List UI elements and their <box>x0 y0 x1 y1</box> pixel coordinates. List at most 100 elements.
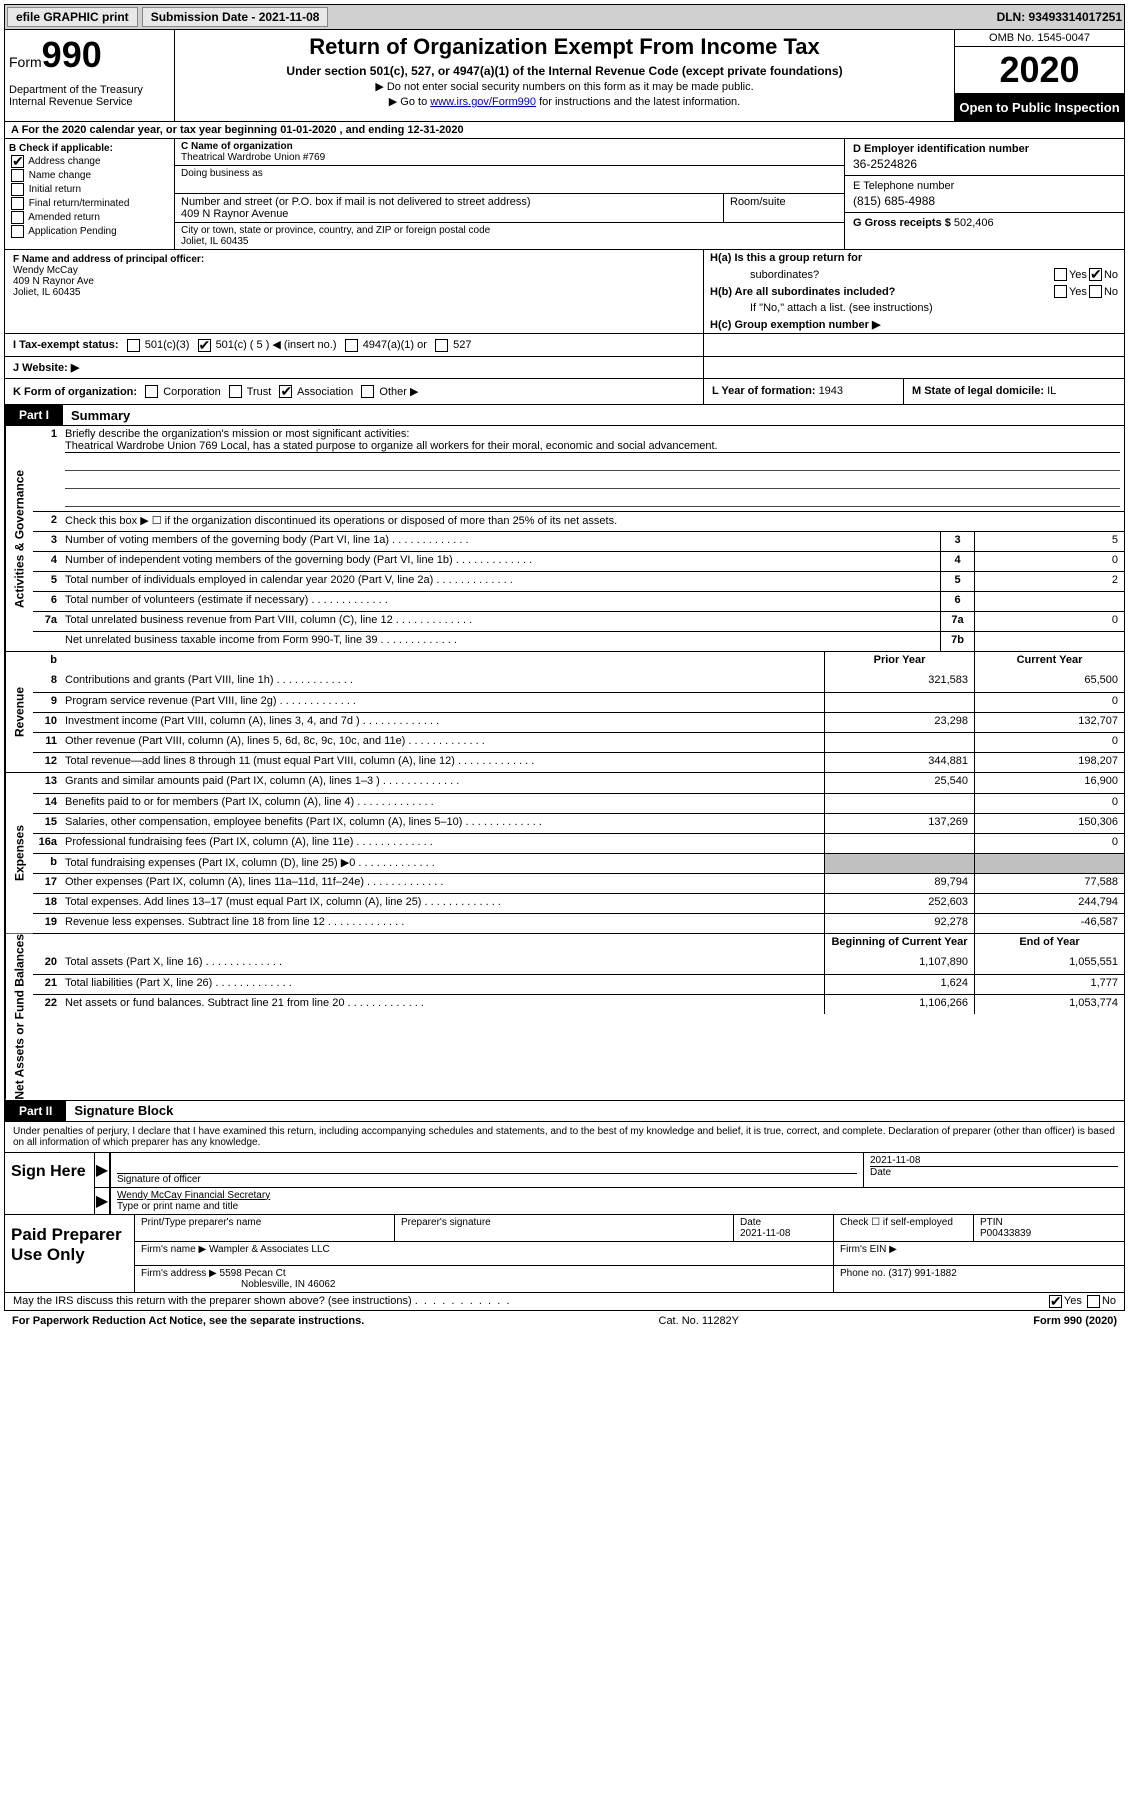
row-j: J Website: ▶ <box>4 357 1125 379</box>
efile-print-button[interactable]: efile GRAPHIC print <box>7 7 138 27</box>
expenses-section: Expenses 13Grants and similar amounts pa… <box>4 773 1125 934</box>
hb-yes-checkbox[interactable] <box>1054 285 1067 298</box>
address-change-checkbox[interactable] <box>11 155 24 168</box>
discuss-no-checkbox[interactable] <box>1087 1295 1100 1308</box>
public-inspection: Open to Public Inspection <box>955 94 1124 121</box>
section-f: F Name and address of principal officer:… <box>5 250 704 333</box>
501c-checkbox[interactable] <box>198 339 211 352</box>
form-org-label: K Form of organization: <box>13 386 137 398</box>
trust-checkbox[interactable] <box>229 385 242 398</box>
sign-here-label: Sign Here <box>5 1153 95 1214</box>
501c3-checkbox[interactable] <box>127 339 140 352</box>
room-label: Room/suite <box>724 194 844 222</box>
application-pending-checkbox[interactable] <box>11 225 24 238</box>
netassets-section: Net Assets or Fund Balances Beginning of… <box>4 934 1125 1101</box>
sig-date-label: Date <box>870 1166 1118 1178</box>
summary-line: 10Investment income (Part VIII, column (… <box>33 712 1124 732</box>
summary-line: 11Other revenue (Part VIII, column (A), … <box>33 732 1124 752</box>
ha-no-checkbox[interactable] <box>1089 268 1102 281</box>
ptin-value: P00433839 <box>980 1228 1031 1239</box>
4947-checkbox[interactable] <box>345 339 358 352</box>
trust-label: Trust <box>247 386 272 398</box>
summary-line: 18Total expenses. Add lines 13–17 (must … <box>33 893 1124 913</box>
discuss-yes-checkbox[interactable] <box>1049 1295 1062 1308</box>
part1-header: Part I <box>5 405 63 425</box>
part2-header: Part II <box>5 1101 66 1121</box>
expenses-label: Expenses <box>5 773 33 933</box>
summary-line: 12Total revenue—add lines 8 through 11 (… <box>33 752 1124 772</box>
prep-sig-label: Preparer's signature <box>395 1215 734 1241</box>
discuss-label: May the IRS discuss this return with the… <box>13 1295 412 1308</box>
summary-line: 16aProfessional fundraising fees (Part I… <box>33 833 1124 853</box>
revenue-label: Revenue <box>5 652 33 772</box>
submission-date-button[interactable]: Submission Date - 2021-11-08 <box>142 7 329 27</box>
firm-addr-label: Firm's address ▶ <box>141 1268 220 1279</box>
prep-print-label: Print/Type preparer's name <box>135 1215 395 1241</box>
name-change-checkbox[interactable] <box>11 169 24 182</box>
phone-value: (815) 685-4988 <box>853 194 1116 208</box>
section-b: B Check if applicable: Address change Na… <box>5 139 175 249</box>
line7b: Net unrelated business taxable income fr… <box>61 632 940 651</box>
netassets-label: Net Assets or Fund Balances <box>5 934 33 1100</box>
row-k: K Form of organization: Corporation Trus… <box>4 379 1125 406</box>
line6-val <box>974 592 1124 611</box>
firm-name-label: Firm's name ▶ <box>141 1244 209 1255</box>
current-year-header: Current Year <box>974 652 1124 672</box>
527-label: 527 <box>453 339 471 351</box>
form-word: Form <box>9 54 42 70</box>
governance-section: Activities & Governance 1 Briefly descri… <box>4 426 1125 652</box>
other-checkbox[interactable] <box>361 385 374 398</box>
hc-label: H(c) Group exemption number ▶ <box>710 319 880 331</box>
line1-label: Briefly describe the organization's miss… <box>65 428 409 440</box>
section-fh: F Name and address of principal officer:… <box>4 250 1125 334</box>
ha-yes-checkbox[interactable] <box>1054 268 1067 281</box>
sig-date: 2021-11-08 <box>870 1155 1118 1166</box>
final-return-checkbox[interactable] <box>11 197 24 210</box>
summary-line: 20Total assets (Part X, line 16)1,107,89… <box>33 954 1124 974</box>
4947-label: 4947(a)(1) or <box>363 339 427 351</box>
ha-sub: subordinates? <box>710 269 1052 281</box>
sig-officer-label: Signature of officer <box>117 1173 857 1185</box>
ein-label: D Employer identification number <box>853 143 1116 155</box>
section-c: C Name of organization Theatrical Wardro… <box>175 139 844 249</box>
assoc-label: Association <box>297 386 353 398</box>
summary-line: 13Grants and similar amounts paid (Part … <box>33 773 1124 793</box>
ein-value: 36-2524826 <box>853 157 1116 171</box>
initial-return-checkbox[interactable] <box>11 183 24 196</box>
line2: Check this box ▶ ☐ if the organization d… <box>61 512 1124 531</box>
line7a: Total unrelated business revenue from Pa… <box>61 612 940 631</box>
line6: Total number of volunteers (estimate if … <box>61 592 940 611</box>
line7b-val <box>974 632 1124 651</box>
firm-city: Noblesville, IN 46062 <box>141 1279 336 1290</box>
line3-val: 5 <box>974 532 1124 551</box>
initial-return-label: Initial return <box>29 184 81 195</box>
assoc-checkbox[interactable] <box>279 385 292 398</box>
part2-title: Signature Block <box>66 1103 173 1118</box>
part1-header-row: Part I Summary <box>4 405 1125 426</box>
row-a-tax-year: A For the 2020 calendar year, or tax yea… <box>4 122 1125 139</box>
year-formation-value: 1943 <box>819 385 843 397</box>
corp-checkbox[interactable] <box>145 385 158 398</box>
phone-label: E Telephone number <box>853 180 1116 192</box>
revenue-section: Revenue bPrior YearCurrent Year 8Contrib… <box>4 652 1125 773</box>
part2-header-row: Part II Signature Block <box>4 1101 1125 1122</box>
paid-preparer-label: Paid Preparer Use Only <box>5 1215 135 1292</box>
527-checkbox[interactable] <box>435 339 448 352</box>
summary-line: 19Revenue less expenses. Subtract line 1… <box>33 913 1124 933</box>
firm-addr: 5598 Pecan Ct <box>220 1268 286 1279</box>
instruction-2: ▶ Go to www.irs.gov/Form990 for instruct… <box>185 95 944 108</box>
city-label: City or town, state or province, country… <box>181 225 838 236</box>
instr2-pre: ▶ Go to <box>389 96 430 108</box>
paid-preparer-section: Paid Preparer Use Only Print/Type prepar… <box>4 1215 1125 1293</box>
line4-val: 0 <box>974 552 1124 571</box>
form990-link[interactable]: www.irs.gov/Form990 <box>430 96 536 108</box>
summary-line: 22Net assets or fund balances. Subtract … <box>33 994 1124 1014</box>
ha-label: H(a) Is this a group return for <box>710 252 862 264</box>
website-label: J Website: ▶ <box>13 362 79 374</box>
hb-note: If "No," attach a list. (see instruction… <box>710 302 1118 314</box>
summary-line: 14Benefits paid to or for members (Part … <box>33 793 1124 813</box>
street-label: Number and street (or P.O. box if mail i… <box>181 196 717 208</box>
hb-no-checkbox[interactable] <box>1089 285 1102 298</box>
domicile-value: IL <box>1047 385 1056 397</box>
amended-return-checkbox[interactable] <box>11 211 24 224</box>
